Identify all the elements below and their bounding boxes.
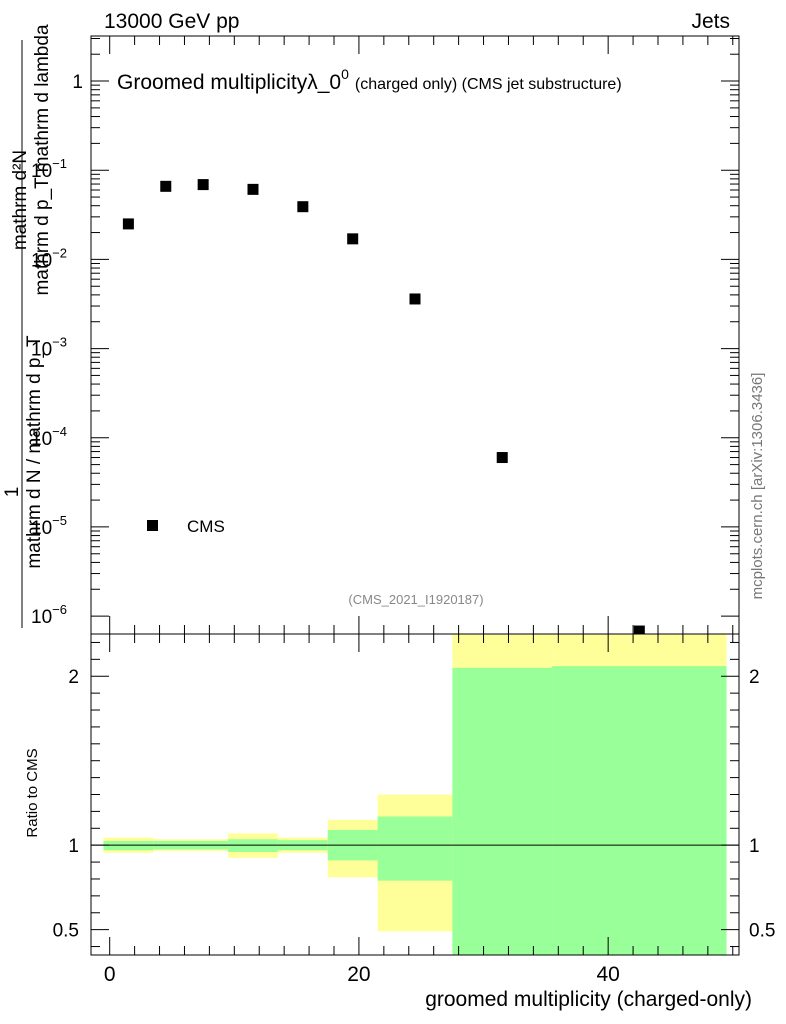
data-point-cms xyxy=(160,180,172,192)
ratio-y-tick-label: 2 xyxy=(68,667,79,688)
main-y-tick-label: 10−3 xyxy=(31,335,67,361)
ylabel-frac-bottom: mathrm d N / mathrm d p_T xyxy=(24,335,45,569)
plot-title-main: Groomed multiplicityλ_0 xyxy=(117,71,341,94)
tick-exponent: −4 xyxy=(52,424,67,439)
header-process-label: Jets xyxy=(691,10,730,33)
data-points xyxy=(122,179,645,637)
main-y-tick-label: 10−1 xyxy=(31,156,67,182)
ratio-band-green xyxy=(377,816,453,881)
ratio-y-tick-label: 0.5 xyxy=(53,921,79,942)
data-point-cms xyxy=(122,218,134,230)
main-y-axis-label: mathrm d²N mathrm d p_T mathrm d lambda … xyxy=(2,24,53,628)
ratio-y-axis: 0.5 0.5 1 1 2 2 xyxy=(53,641,775,948)
main-x-axis-ticks xyxy=(109,36,734,634)
ylabel-frac-top: 1 xyxy=(2,487,23,498)
main-plot-frame xyxy=(90,35,740,635)
main-y-tick-label: 10−2 xyxy=(31,245,67,271)
tick-exponent: −1 xyxy=(52,156,67,171)
tick-base: 10 xyxy=(31,340,52,361)
tick-base: 10 xyxy=(31,429,52,450)
x-tick-label: 0 xyxy=(104,963,116,986)
analysis-tag: (CMS_2021_I1920187) xyxy=(348,592,483,607)
header-energy-label: 13000 GeV pp xyxy=(104,10,239,33)
ratio-y-tick-label-right: 1 xyxy=(749,836,760,857)
data-point-cms xyxy=(496,452,508,464)
ratio-y-tick-label: 1 xyxy=(68,836,79,857)
data-point-cms xyxy=(297,201,309,213)
main-y-tick-label: 10−4 xyxy=(31,424,67,450)
tick-exponent: −3 xyxy=(52,335,67,350)
plot-title: Groomed multiplicityλ_00 (charged only) (… xyxy=(117,66,622,94)
plot-title-subtitle: (charged only) (CMS jet substructure) xyxy=(355,76,622,93)
ratio-y-tick-label-right: 2 xyxy=(749,667,760,688)
data-point-cms xyxy=(247,183,259,195)
x-tick-label: 40 xyxy=(596,963,619,986)
main-y-tick-label: 10−5 xyxy=(31,513,67,539)
tick-exponent: −2 xyxy=(52,245,67,260)
main-y-tick-label: 10−6 xyxy=(31,602,67,628)
ratio-y-tick-label-right: 0.5 xyxy=(749,921,775,942)
ratio-bands xyxy=(103,634,727,955)
ratio-y-axis-label: Ratio to CMS xyxy=(24,748,41,837)
x-axis-label: groomed multiplicity (charged-only) xyxy=(425,988,752,1011)
data-point-cms xyxy=(347,233,359,245)
main-y-axis: 110−110−210−310−410−510−6 xyxy=(31,37,739,628)
tick-base: 10 xyxy=(31,607,52,628)
legend-label-cms: CMS xyxy=(187,517,225,536)
tick-exponent: −5 xyxy=(52,513,67,528)
tick-base: 10 xyxy=(31,250,52,271)
ratio-band-green xyxy=(452,667,553,955)
tick-exponent: −6 xyxy=(52,602,67,617)
data-point-cms xyxy=(633,625,645,637)
ylabel-numerator: mathrm d²N xyxy=(10,150,31,250)
ratio-x-axis: 0 20 40 xyxy=(104,634,734,986)
legend-marker-cms xyxy=(147,520,158,531)
x-tick-label: 20 xyxy=(347,963,370,986)
side-credit: mcplots.cern.ch [arXiv:1306.3436] xyxy=(749,373,766,600)
data-point-cms xyxy=(197,179,209,191)
main-y-tick-label: 1 xyxy=(72,72,83,93)
tick-base: 10 xyxy=(31,161,52,182)
plot-title-superscript: 0 xyxy=(341,66,349,82)
tick-base: 10 xyxy=(31,518,52,539)
data-point-cms xyxy=(409,293,421,305)
ylabel-denominator-b: mathrm d p_T mathrm d lambda xyxy=(32,24,53,295)
ratio-band-green xyxy=(552,666,727,955)
